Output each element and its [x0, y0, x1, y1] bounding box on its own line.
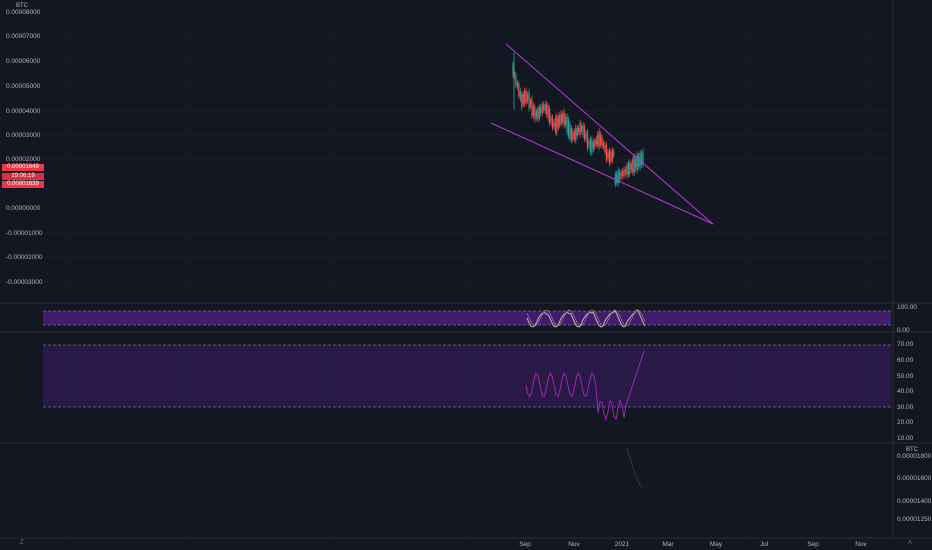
rsi-axis-label: 10.00: [897, 435, 914, 442]
price-axis-label: -0.00001000: [6, 230, 43, 237]
time-axis-label: 2021: [615, 541, 630, 548]
price-axis-label: 0.00005000: [6, 83, 41, 90]
time-axis-label: Sep: [519, 541, 531, 548]
vol-axis-label: 0.00001600: [897, 475, 932, 482]
stoch-band: [43, 311, 891, 325]
currency-label-top: BTC: [16, 3, 28, 9]
rsi-axis-label: 60.00: [897, 357, 914, 364]
rsi-line: [525, 350, 645, 422]
vol-axis-label: 0.00001400: [897, 498, 932, 505]
stoch-axis-label: 100.00: [897, 304, 917, 311]
corner-right-button[interactable]: A: [908, 540, 913, 546]
time-axis-label: May: [710, 541, 723, 548]
rsi-pane[interactable]: [43, 344, 891, 422]
rsi-axis-label: 30.00: [897, 404, 914, 411]
time-axis-label: Mar: [662, 541, 674, 548]
stochastic-pane[interactable]: [43, 308, 891, 328]
price-axis-label: 0.00002000: [6, 156, 41, 163]
wedge-upper-line[interactable]: [505, 43, 714, 225]
rsi-axis-label: 50.00: [897, 373, 914, 380]
rsi-axis-label: 70.00: [897, 341, 914, 348]
price-tag-lower: 0.00001639: [2, 181, 44, 188]
grid-lines: [43, 0, 893, 538]
price-axis-label: -0.00003000: [6, 279, 43, 286]
price-candles: [512, 52, 644, 188]
time-axis-label: Nov: [568, 541, 580, 548]
falling-wedge-drawing[interactable]: [490, 43, 714, 225]
price-axis-label: 0.00000000: [6, 205, 41, 212]
corner-left-button[interactable]: Z: [20, 540, 24, 546]
rsi-axis-label: 40.00: [897, 388, 914, 395]
currency-label-bottom: BTC: [906, 447, 918, 453]
vol-axis-label: 0.00001250: [897, 516, 932, 523]
rsi-band: [43, 345, 891, 407]
price-axis-label: 0.00003000: [6, 132, 41, 139]
stoch-d-line: [526, 309, 646, 327]
vol-axis-label: 0.00001800: [897, 453, 932, 460]
time-axis-label: Nov: [855, 541, 867, 548]
wedge-lower-line[interactable]: [490, 122, 714, 225]
countdown-tag: 19:06:19: [2, 173, 44, 180]
price-axis-label: 0.00006000: [6, 58, 41, 65]
price-axis-label: 0.00004000: [6, 108, 41, 115]
price-tag-upper: 0.00001649: [2, 164, 44, 171]
price-axis-label: 0.00007000: [6, 33, 41, 40]
rsi-axis-label: 20.00: [897, 419, 914, 426]
price-axis-label: -0.00002000: [6, 254, 43, 261]
time-axis-label: Jul: [760, 541, 769, 548]
price-axis-label: 0.00008000: [6, 9, 41, 16]
time-axis-label: Sep: [807, 541, 819, 548]
stoch-axis-label: 0.00: [897, 327, 910, 334]
bottom-indicator-line: [626, 447, 644, 489]
